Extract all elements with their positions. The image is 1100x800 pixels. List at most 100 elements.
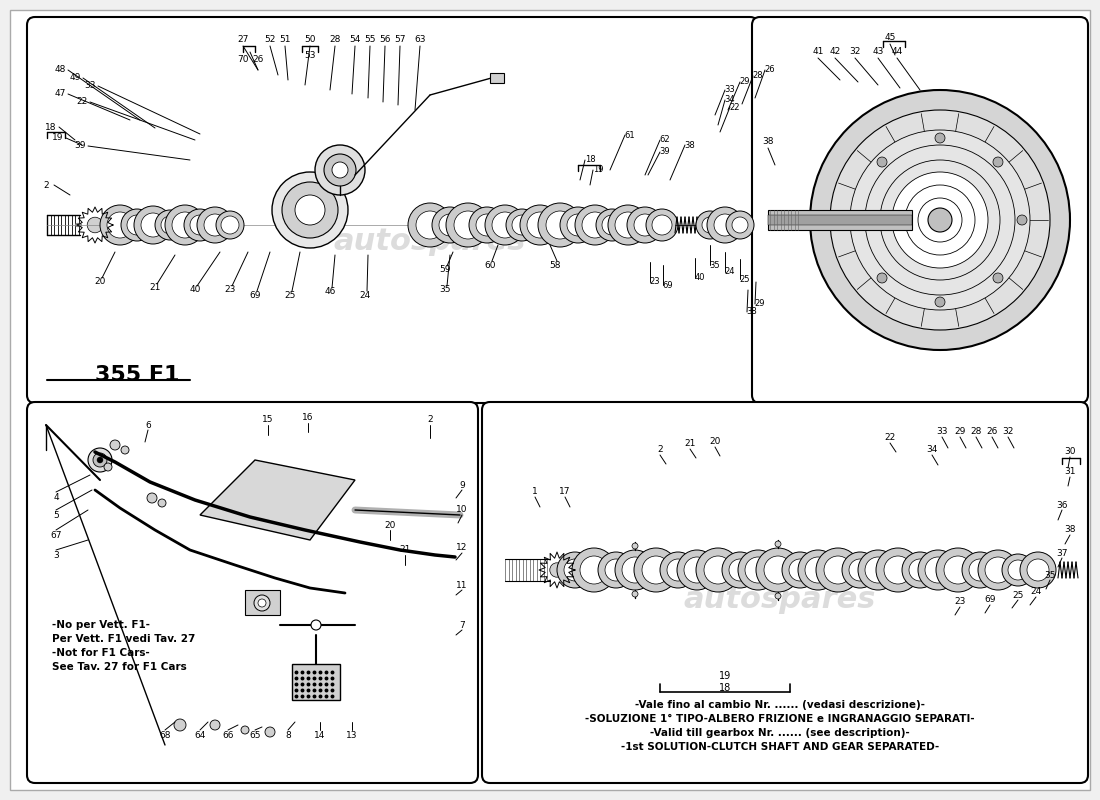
Text: 49: 49 xyxy=(69,74,80,82)
Text: 20: 20 xyxy=(710,438,720,446)
Text: 54: 54 xyxy=(350,35,361,45)
Circle shape xyxy=(978,550,1018,590)
Text: 52: 52 xyxy=(264,35,276,45)
Circle shape xyxy=(476,214,498,236)
Text: 31: 31 xyxy=(1065,467,1076,477)
Circle shape xyxy=(993,273,1003,283)
Text: 33: 33 xyxy=(936,427,948,437)
Circle shape xyxy=(714,214,736,236)
Circle shape xyxy=(902,552,938,588)
Text: 4: 4 xyxy=(53,493,58,502)
Circle shape xyxy=(738,550,778,590)
Text: 44: 44 xyxy=(891,47,903,57)
Circle shape xyxy=(632,543,638,549)
Bar xyxy=(490,73,504,83)
Circle shape xyxy=(830,110,1050,330)
Circle shape xyxy=(849,559,871,581)
Text: 2: 2 xyxy=(657,446,663,454)
Circle shape xyxy=(696,548,740,592)
Circle shape xyxy=(925,557,952,583)
Text: 58: 58 xyxy=(549,261,561,270)
Text: 62: 62 xyxy=(660,135,670,145)
Text: 69: 69 xyxy=(984,595,996,605)
Text: 38: 38 xyxy=(747,307,758,317)
Circle shape xyxy=(155,210,185,240)
Circle shape xyxy=(660,552,696,588)
Circle shape xyxy=(332,162,348,178)
Circle shape xyxy=(850,130,1030,310)
Circle shape xyxy=(582,212,608,238)
Text: -SOLUZIONE 1° TIPO-ALBERO FRIZIONE e INGRANAGGIO SEPARATI-: -SOLUZIONE 1° TIPO-ALBERO FRIZIONE e ING… xyxy=(585,714,975,724)
Text: 60: 60 xyxy=(484,261,496,270)
Circle shape xyxy=(676,550,717,590)
Text: 25: 25 xyxy=(284,290,296,299)
Circle shape xyxy=(608,205,648,245)
Text: 28: 28 xyxy=(970,427,981,437)
Circle shape xyxy=(197,207,233,243)
Text: 57: 57 xyxy=(394,35,406,45)
Text: 19: 19 xyxy=(719,671,732,681)
Circle shape xyxy=(161,216,179,234)
Text: 38: 38 xyxy=(684,141,695,150)
Circle shape xyxy=(1020,552,1056,588)
Circle shape xyxy=(439,214,461,236)
Circle shape xyxy=(315,145,365,195)
Text: 16: 16 xyxy=(302,414,313,422)
Circle shape xyxy=(506,209,538,241)
Circle shape xyxy=(602,215,621,235)
Circle shape xyxy=(865,145,1015,295)
Bar xyxy=(292,664,340,700)
Text: 69: 69 xyxy=(662,281,673,290)
Text: 6: 6 xyxy=(145,421,151,430)
Text: 3: 3 xyxy=(53,550,59,559)
Circle shape xyxy=(121,209,153,241)
Text: 24: 24 xyxy=(360,290,371,299)
Text: 28: 28 xyxy=(752,71,763,81)
Text: 64: 64 xyxy=(195,730,206,739)
Text: 18: 18 xyxy=(585,155,595,165)
Circle shape xyxy=(928,208,952,232)
Text: 11: 11 xyxy=(456,581,468,590)
Text: 24: 24 xyxy=(1031,587,1042,597)
Text: -Valid till gearbox Nr. ...... (see description)-: -Valid till gearbox Nr. ...... (see desc… xyxy=(650,728,910,738)
Circle shape xyxy=(605,559,627,581)
Text: 17: 17 xyxy=(559,487,571,497)
Circle shape xyxy=(918,198,962,242)
Text: 61: 61 xyxy=(625,130,636,139)
Circle shape xyxy=(147,493,157,503)
Text: 69: 69 xyxy=(250,290,261,299)
Circle shape xyxy=(572,548,616,592)
Text: 35: 35 xyxy=(710,261,720,270)
Text: 29: 29 xyxy=(739,78,750,86)
Circle shape xyxy=(876,548,920,592)
FancyBboxPatch shape xyxy=(28,402,478,783)
Circle shape xyxy=(107,212,133,238)
Text: 22: 22 xyxy=(729,102,740,111)
Circle shape xyxy=(962,552,998,588)
Text: 13: 13 xyxy=(346,730,358,739)
Text: 67: 67 xyxy=(51,530,62,539)
Circle shape xyxy=(121,446,129,454)
Text: -1st SOLUTION-CLUTCH SHAFT AND GEAR SEPARATED-: -1st SOLUTION-CLUTCH SHAFT AND GEAR SEPA… xyxy=(620,742,939,752)
Text: 25: 25 xyxy=(1012,590,1024,599)
Circle shape xyxy=(550,563,564,578)
Text: 40: 40 xyxy=(189,286,200,294)
Circle shape xyxy=(258,599,266,607)
Circle shape xyxy=(646,209,678,241)
Circle shape xyxy=(880,160,1000,280)
Circle shape xyxy=(204,214,226,236)
Text: 33: 33 xyxy=(725,86,736,94)
Circle shape xyxy=(858,550,898,590)
Text: 45: 45 xyxy=(884,34,895,42)
Text: 5: 5 xyxy=(53,510,59,519)
Text: 39: 39 xyxy=(660,147,670,157)
Circle shape xyxy=(527,212,553,238)
Circle shape xyxy=(634,214,656,236)
Circle shape xyxy=(272,172,348,248)
Text: 41: 41 xyxy=(812,47,824,57)
Circle shape xyxy=(265,727,275,737)
Text: 65: 65 xyxy=(250,730,261,739)
Circle shape xyxy=(596,209,628,241)
Text: 22: 22 xyxy=(76,98,88,106)
Text: autospares: autospares xyxy=(684,586,877,614)
